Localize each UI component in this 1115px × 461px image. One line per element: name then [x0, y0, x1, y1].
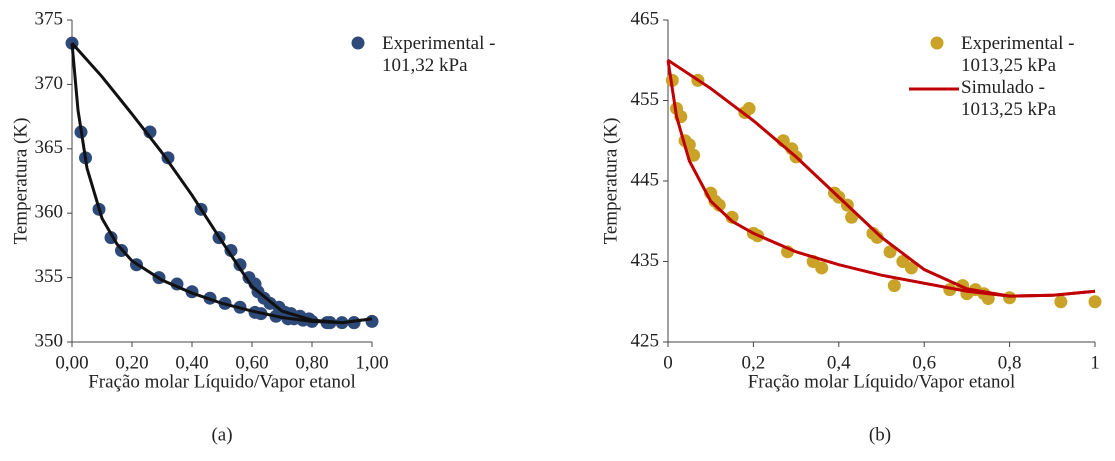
x-tick-label: 0,6	[912, 352, 936, 373]
y-tick-label: 375	[35, 8, 64, 29]
point	[815, 261, 829, 275]
x-tick-label: 1	[1090, 352, 1100, 373]
curve	[667, 58, 1096, 298]
y-axis-label: Temperatura (K)	[600, 118, 621, 245]
legend-label: Experimental - 101,32 kPa	[382, 33, 496, 76]
y-tick-label: 370	[35, 73, 64, 94]
point	[712, 198, 726, 212]
y-tick-label: 425	[631, 330, 660, 351]
y-tick-label: 455	[631, 89, 660, 110]
point	[887, 279, 901, 293]
x-tick-label: 0	[663, 352, 673, 373]
x-tick-label: 0,60	[235, 352, 268, 373]
y-tick-label: 465	[631, 8, 660, 29]
point	[725, 210, 739, 224]
point	[1088, 295, 1102, 309]
legend-swatch	[351, 36, 365, 50]
y-tick-label: 445	[631, 169, 660, 190]
curve	[70, 42, 373, 325]
legend-swatch	[930, 36, 944, 50]
caption: (b)	[869, 424, 891, 445]
curve	[70, 43, 373, 325]
legend-label: Simulado - 1013,25 kPa	[961, 77, 1056, 120]
x-axis-label: Fração molar Líquido/Vapor etanol	[88, 371, 356, 392]
x-tick-label: 0,4	[827, 352, 851, 373]
point	[742, 102, 756, 116]
point	[687, 148, 701, 162]
y-tick-label: 360	[35, 202, 64, 223]
point	[883, 245, 897, 259]
y-axis-label: Temperatura (K)	[10, 118, 31, 245]
x-tick-label: 0,20	[115, 352, 148, 373]
x-tick-label: 0,40	[175, 352, 208, 373]
point	[365, 314, 379, 328]
x-tick-label: 0,80	[295, 352, 328, 373]
caption: (a)	[211, 424, 232, 445]
point	[224, 244, 238, 258]
x-axis-label: Fração molar Líquido/Vapor etanol	[748, 371, 1016, 392]
legend-label: Experimental - 1013,25 kPa	[961, 33, 1075, 76]
y-tick-label: 350	[35, 330, 64, 351]
point	[1054, 295, 1068, 309]
point	[904, 261, 918, 275]
y-tick-label: 435	[631, 250, 660, 271]
x-tick-label: 0,00	[55, 352, 88, 373]
point	[870, 230, 884, 244]
y-tick-label: 355	[35, 266, 64, 287]
x-tick-label: 0,2	[742, 352, 766, 373]
x-tick-label: 1,00	[355, 352, 388, 373]
x-tick-label: 0,8	[998, 352, 1022, 373]
point	[1003, 291, 1017, 305]
y-tick-label: 365	[35, 137, 64, 158]
